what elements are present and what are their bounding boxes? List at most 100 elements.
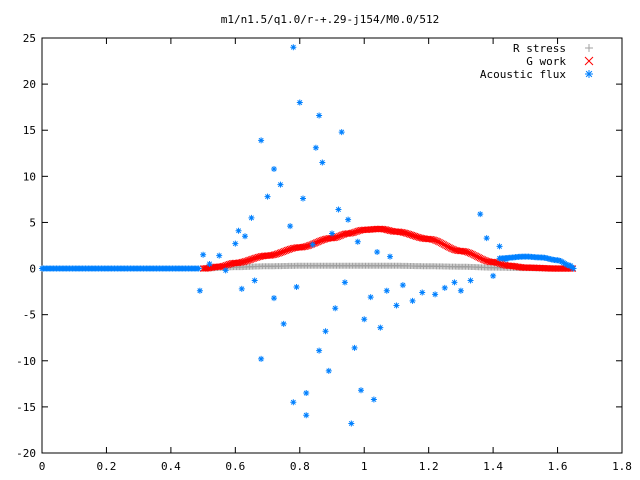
acoustic-flux-point bbox=[196, 287, 203, 294]
acoustic-flux-point bbox=[322, 328, 329, 335]
y-tick-label: -20 bbox=[16, 447, 36, 460]
acoustic-flux-point bbox=[271, 165, 277, 172]
acoustic-flux-point bbox=[290, 44, 297, 51]
acoustic-flux-point bbox=[348, 420, 355, 427]
y-tick-label: -10 bbox=[16, 355, 36, 368]
acoustic-flux-point bbox=[467, 277, 474, 284]
acoustic-flux-point bbox=[200, 251, 207, 258]
acoustic-flux-point bbox=[271, 295, 277, 302]
y-tick-labels: 25 20 15 10 5 0 -5 -10 -15 -20 bbox=[16, 32, 36, 460]
acoustic-flux-point bbox=[290, 399, 297, 406]
acoustic-flux-point bbox=[441, 284, 448, 291]
acoustic-flux-point bbox=[258, 355, 265, 362]
x-tick-labels: 0 0.2 0.4 0.6 0.8 1 1.2 1.4 1.6 1.8 bbox=[39, 460, 632, 473]
acoustic-flux-point bbox=[264, 193, 271, 200]
acoustic-flux-point bbox=[354, 238, 361, 245]
acoustic-flux-point bbox=[238, 285, 245, 292]
acoustic-flux-point bbox=[312, 144, 319, 151]
acoustic-flux-point bbox=[296, 99, 303, 106]
acoustic-flux-point bbox=[361, 316, 368, 323]
acoustic-flux-point bbox=[351, 344, 358, 351]
acoustic-flux-point bbox=[377, 324, 384, 331]
acoustic-flux-point bbox=[341, 279, 348, 286]
acoustic-flux-point bbox=[503, 256, 509, 263]
acoustic-flux-point bbox=[316, 347, 323, 354]
y-tick-label: -5 bbox=[23, 309, 36, 322]
acoustic-flux-point bbox=[409, 297, 416, 304]
acoustic-flux-point bbox=[206, 260, 213, 267]
acoustic-flux-point bbox=[303, 412, 310, 419]
x-tick-label: 0.4 bbox=[161, 460, 181, 473]
plot-frame bbox=[41, 37, 623, 454]
acoustic-flux-point bbox=[374, 248, 381, 255]
acoustic-flux-point bbox=[457, 287, 464, 294]
acoustic-flux-point bbox=[483, 235, 490, 242]
x-tick-label: 1.4 bbox=[483, 460, 503, 473]
acoustic-flux-point bbox=[195, 265, 202, 272]
acoustic-flux-point bbox=[383, 287, 390, 294]
acoustic-flux-point bbox=[399, 282, 406, 289]
acoustic-flux-point bbox=[556, 257, 563, 264]
acoustic-flux-point bbox=[370, 396, 377, 403]
legend-marker bbox=[585, 44, 593, 52]
acoustic-flux-point bbox=[419, 289, 426, 296]
x-tick-label: 0 bbox=[39, 460, 46, 473]
acoustic-flux-point bbox=[570, 265, 577, 272]
series-layer bbox=[39, 44, 577, 427]
acoustic-flux-point bbox=[309, 241, 316, 248]
acoustic-flux-point bbox=[490, 272, 497, 279]
acoustic-flux-point bbox=[242, 233, 248, 240]
chart-title: m1/n1.5/q1.0/r-+.29-j154/M0.0/512 bbox=[221, 13, 440, 26]
acoustic-flux-point bbox=[293, 284, 300, 290]
y-tick-label: -15 bbox=[16, 401, 36, 414]
acoustic-flux-point bbox=[319, 159, 326, 166]
acoustic-flux-point bbox=[300, 195, 306, 202]
x-tick-label: 0.6 bbox=[225, 460, 245, 473]
legend-marker bbox=[584, 56, 594, 66]
acoustic-flux-point bbox=[432, 291, 439, 298]
y-tick-label: 5 bbox=[29, 216, 36, 229]
acoustic-flux-point bbox=[496, 243, 503, 250]
acoustic-flux-point bbox=[222, 267, 229, 274]
y-tick-label: 10 bbox=[23, 170, 36, 183]
y-tick-label: 20 bbox=[23, 78, 36, 91]
legend-marker bbox=[585, 70, 593, 78]
acoustic-flux-point bbox=[248, 214, 255, 221]
acoustic-flux-point bbox=[387, 253, 393, 260]
x-tick-label: 0.8 bbox=[290, 460, 310, 473]
acoustic-flux-point bbox=[287, 223, 294, 230]
series-acoustic-flux bbox=[39, 44, 577, 427]
x-tick-label: 1 bbox=[361, 460, 368, 473]
acoustic-flux-point bbox=[335, 206, 342, 213]
acoustic-flux-point bbox=[235, 227, 242, 234]
y-tick-label: 0 bbox=[29, 263, 36, 276]
legend-label: Acoustic flux bbox=[480, 68, 566, 81]
acoustic-flux-point bbox=[216, 252, 223, 259]
y-tick-label: 15 bbox=[23, 124, 36, 137]
y-tick-label: 25 bbox=[23, 32, 36, 45]
acoustic-flux-point bbox=[329, 230, 335, 237]
acoustic-flux-point bbox=[303, 390, 310, 397]
legend-label: R stress bbox=[513, 42, 566, 55]
acoustic-flux-point bbox=[563, 261, 570, 268]
legend-label: G work bbox=[526, 55, 566, 68]
acoustic-flux-point bbox=[316, 112, 323, 119]
acoustic-flux-point bbox=[393, 302, 400, 309]
acoustic-flux-point bbox=[332, 305, 339, 312]
acoustic-flux-point bbox=[477, 211, 484, 218]
acoustic-flux-point bbox=[325, 367, 332, 374]
x-tick-label: 1.6 bbox=[548, 460, 568, 473]
acoustic-flux-point bbox=[338, 129, 345, 136]
x-tick-label: 0.2 bbox=[97, 460, 117, 473]
acoustic-flux-point bbox=[345, 216, 352, 223]
acoustic-flux-point bbox=[358, 387, 364, 394]
acoustic-flux-point bbox=[258, 137, 265, 144]
acoustic-flux-point bbox=[251, 277, 258, 284]
x-tick-label: 1.8 bbox=[612, 460, 632, 473]
acoustic-flux-point bbox=[451, 279, 458, 286]
acoustic-flux-point bbox=[280, 320, 287, 327]
acoustic-flux-point bbox=[277, 181, 284, 188]
acoustic-flux-point bbox=[232, 240, 239, 247]
